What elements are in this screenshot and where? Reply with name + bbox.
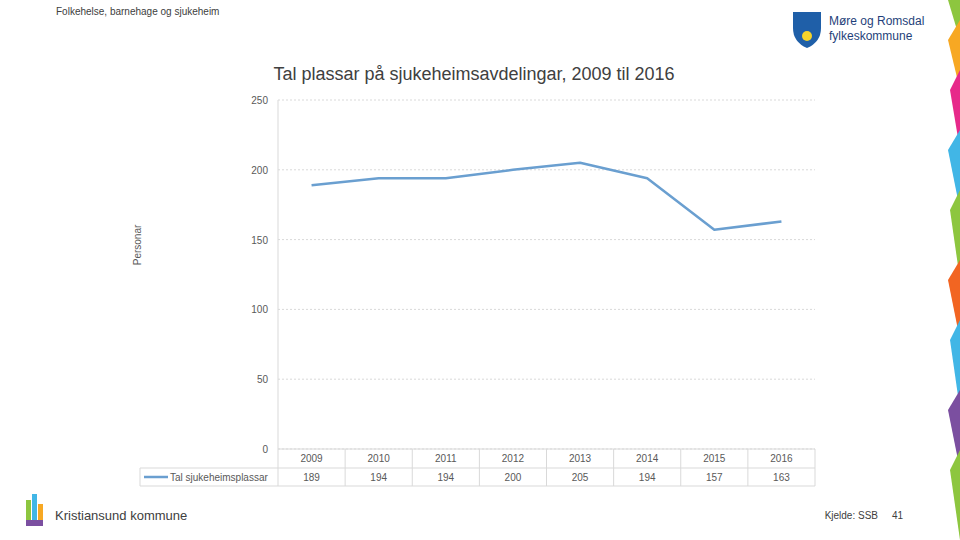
logo-shield bbox=[793, 12, 821, 48]
grid-line bbox=[278, 169, 815, 170]
grid: 0 50 100 150 200 250 bbox=[251, 95, 815, 455]
logo-text: fylkeskommune bbox=[829, 29, 913, 43]
data-label: 194 bbox=[639, 472, 656, 483]
table-border bbox=[815, 449, 816, 486]
logo: Møre og Romsdalfylkeskommune bbox=[793, 12, 924, 48]
logo-text: Møre og Romsdal bbox=[829, 14, 924, 28]
x-tick-label: 2016 bbox=[770, 453, 793, 464]
municipality: Kristiansund kommune bbox=[55, 508, 187, 523]
table-border bbox=[345, 449, 346, 486]
table-border bbox=[140, 468, 141, 486]
grid-line bbox=[278, 309, 815, 310]
plot-area bbox=[312, 163, 782, 230]
x-tick-label: 2012 bbox=[502, 453, 525, 464]
data-label: 205 bbox=[572, 472, 589, 483]
y-tick-label: 100 bbox=[251, 304, 268, 315]
decor-triangle bbox=[950, 450, 960, 540]
source: Kjelde: SSB bbox=[825, 510, 879, 521]
table-border bbox=[479, 449, 480, 486]
data-label: 189 bbox=[303, 472, 320, 483]
y-tick-label: 200 bbox=[251, 165, 268, 176]
table-border bbox=[278, 449, 279, 486]
data-label: 157 bbox=[706, 472, 723, 483]
y-tick-label: 250 bbox=[251, 95, 268, 106]
logo-detail bbox=[802, 31, 812, 41]
table-border bbox=[747, 449, 748, 486]
footer: Kristiansund kommune Kjelde: SSB 41 bbox=[26, 494, 904, 526]
section-header: Folkehelse, barnehage og sjukeheim bbox=[56, 6, 219, 17]
data-label: 194 bbox=[370, 472, 387, 483]
data-table: 2009 2010 2011 2012 2013 2014 2015 2016 Tal sjuk… bbox=[140, 449, 815, 486]
legend-label: Tal sjukeheimsplassar bbox=[170, 472, 268, 483]
table-border bbox=[546, 449, 547, 486]
y-tick-label: 0 bbox=[262, 444, 268, 455]
y-tick-label: 150 bbox=[251, 235, 268, 246]
y-axis-label: Personar bbox=[132, 224, 143, 265]
table-border bbox=[613, 449, 614, 486]
grid-line bbox=[278, 379, 815, 380]
y-axis-line bbox=[278, 100, 279, 449]
data-label: 163 bbox=[773, 472, 790, 483]
data-label: 194 bbox=[437, 472, 454, 483]
table-border bbox=[412, 449, 413, 486]
page: Folkehelse, barnehage og sjukeheim Møre o… bbox=[0, 0, 960, 540]
x-tick-label: 2011 bbox=[435, 453, 457, 464]
x-tick-label: 2009 bbox=[300, 453, 323, 464]
series-line bbox=[312, 163, 782, 230]
x-tick-label: 2015 bbox=[703, 453, 726, 464]
chart-title: Tal plassar på sjukeheimsavdelingar, 200… bbox=[273, 64, 674, 84]
page-number: 41 bbox=[892, 510, 904, 521]
data-label: 200 bbox=[505, 472, 522, 483]
table-border bbox=[140, 486, 815, 487]
x-tick-label: 2010 bbox=[368, 453, 391, 464]
decoration bbox=[948, 0, 960, 540]
table-border bbox=[140, 468, 815, 469]
table-border bbox=[680, 449, 681, 486]
grid-line bbox=[278, 100, 815, 101]
x-tick-label: 2014 bbox=[636, 453, 659, 464]
x-tick-label: 2013 bbox=[569, 453, 592, 464]
legend-swatch bbox=[144, 476, 168, 479]
grid-line bbox=[278, 239, 815, 240]
footer-logo bbox=[26, 520, 43, 526]
y-tick-label: 50 bbox=[257, 374, 269, 385]
